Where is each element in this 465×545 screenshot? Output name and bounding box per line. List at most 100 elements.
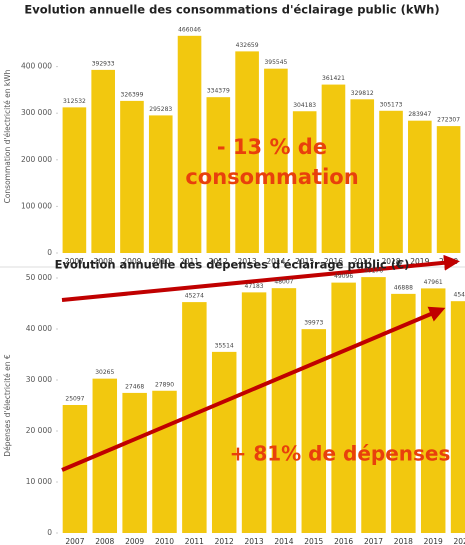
x-tick-label: 2016 (334, 537, 353, 545)
trend-arrow (61, 306, 446, 472)
value-label: 48007 (274, 279, 293, 286)
x-tick-label: 2019 (410, 257, 429, 266)
value-label: 334379 (207, 88, 230, 95)
value-label: 27468 (125, 383, 144, 390)
x-tick-label: 2009 (125, 537, 144, 545)
bar (271, 288, 297, 533)
bar (361, 277, 386, 533)
value-label: 50176 (364, 268, 383, 275)
value-label: 272307 (437, 117, 460, 124)
bar (450, 301, 465, 533)
x-tick-label: 2019 (424, 537, 443, 545)
value-label: 392933 (92, 60, 115, 67)
value-label: 27890 (155, 381, 174, 388)
bar (177, 35, 202, 253)
annotation: consommation (185, 165, 358, 189)
value-label: 46888 (394, 284, 413, 291)
value-label: 45454 (454, 292, 465, 299)
bar (420, 288, 446, 533)
x-tick-label: 2008 (94, 257, 113, 266)
bar (379, 110, 403, 253)
bar (152, 390, 177, 533)
bar (235, 51, 259, 253)
bar (350, 99, 375, 253)
y-axis-label: Consommation d'électricité en kWh (3, 69, 12, 203)
trend-arrow (61, 254, 460, 302)
x-tick-label: 2018 (381, 257, 400, 266)
y-tick-label: 0 (47, 248, 52, 257)
x-tick-label: 2013 (238, 257, 257, 266)
value-label: 326399 (121, 91, 144, 98)
annotation: + 81% de dépenses (230, 442, 451, 466)
x-tick-label: 2007 (65, 537, 84, 545)
bar (148, 115, 173, 253)
y-tick-label: 0 (47, 528, 52, 537)
bar (120, 100, 144, 253)
x-tick-label: 2016 (324, 257, 343, 266)
bar (292, 111, 317, 253)
value-label: 312532 (63, 98, 86, 105)
value-label: 329812 (351, 90, 374, 97)
y-axis-label: Dépenses d'électricité en € (3, 354, 12, 457)
value-label: 47183 (245, 283, 264, 290)
bar (62, 107, 87, 254)
value-label: 395545 (264, 59, 287, 66)
y-tick-label: 40 000 (26, 324, 52, 333)
value-label: 49096 (334, 273, 353, 280)
annotation: - 13 % de (217, 135, 327, 159)
y-tick-label: 10 000 (26, 477, 52, 486)
y-tick-label: 20 000 (26, 426, 52, 435)
x-tick-label: 2011 (185, 537, 204, 545)
bar (408, 120, 432, 253)
value-label: 304183 (293, 102, 316, 109)
y-tick-label: 200 000 (21, 155, 52, 164)
x-tick-label: 2012 (215, 537, 234, 545)
y-tick-label: 400 000 (21, 62, 52, 71)
x-tick-label: 2007 (65, 257, 84, 266)
x-tick-label: 2015 (304, 537, 323, 545)
value-label: 47961 (424, 279, 443, 286)
bar (331, 282, 356, 533)
bar (91, 69, 115, 253)
value-label: 39973 (304, 320, 323, 327)
x-tick-label: 2013 (245, 537, 264, 545)
x-tick-label: 2015 (295, 257, 314, 266)
x-tick-label: 2014 (266, 257, 285, 266)
x-tick-label: 2017 (353, 257, 372, 266)
bar (264, 68, 288, 254)
bar (391, 293, 416, 533)
x-tick-label: 2012 (209, 257, 228, 266)
x-tick-label: 2011 (180, 257, 199, 266)
value-label: 361421 (322, 75, 345, 82)
x-tick-label: 2014 (274, 537, 293, 545)
bar (206, 97, 231, 253)
value-label: 283947 (408, 111, 431, 118)
bar (122, 392, 147, 533)
x-tick-label: 2020 (454, 537, 465, 545)
chart-title: Evolution annuelle des dépenses d'éclair… (55, 258, 410, 272)
bar (241, 292, 267, 533)
value-label: 35514 (215, 342, 234, 349)
y-tick-label: 50 000 (26, 273, 52, 282)
x-tick-label: 2010 (155, 537, 174, 545)
x-tick-label: 2009 (122, 257, 141, 266)
value-label: 305173 (380, 101, 403, 108)
value-label: 432659 (236, 42, 259, 49)
x-tick-label: 2008 (95, 537, 114, 545)
bar (211, 351, 237, 533)
y-tick-label: 300 000 (21, 108, 52, 117)
bar (321, 84, 346, 253)
y-tick-label: 30 000 (26, 375, 52, 384)
value-label: 295283 (149, 106, 172, 113)
x-tick-label: 2018 (394, 537, 413, 545)
chart-title: Evolution annuelle des consommations d'é… (24, 3, 439, 17)
value-label: 30265 (95, 369, 114, 376)
x-tick-label: 2010 (151, 257, 170, 266)
value-label: 25097 (65, 396, 84, 403)
x-tick-label: 2017 (364, 537, 383, 545)
bar (436, 126, 461, 253)
y-tick-label: 100 000 (21, 201, 52, 210)
value-label: 45274 (185, 293, 204, 300)
value-label: 466046 (178, 26, 201, 33)
